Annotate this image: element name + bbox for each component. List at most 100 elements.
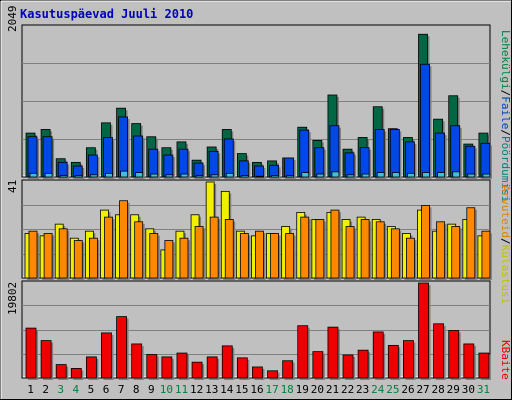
bar-files-day-6 [103,137,113,178]
bar-visitors-day-5 [88,237,98,279]
bar-hits-day-29 [452,171,461,178]
bar-hits-day-13-shadow [213,176,221,179]
bar-hits-day-31 [482,173,491,178]
bar-hits-day-15-shadow [243,177,251,179]
bar-bytes-day-30 [463,343,475,379]
bar-visitors-day-13 [209,216,219,279]
bar-hits-day-18 [286,175,295,178]
bottom-legend: KBaite [499,340,512,380]
bar-bytes-day-24 [372,331,384,379]
x-tick-label-9: 9 [148,383,155,396]
bar-bytes-day-14 [221,345,233,379]
bar-visitors-day-27 [421,205,430,279]
bar-visitors-day-16 [255,230,264,279]
bar-files-day-31 [480,142,491,178]
bar-files-day-3 [57,161,68,178]
bar-hits-day-22-shadow [349,176,357,179]
x-tick-label-29: 29 [447,383,460,396]
bar-hits-day-8 [135,172,144,178]
bar-hits-day-26 [407,172,415,178]
bar-bytes-day-1 [25,327,37,379]
bar-visitors-day-4 [73,240,83,279]
bar-hits-day-16 [256,175,264,178]
bar-bytes-day-10 [161,356,173,379]
bar-hits-day-5 [89,174,98,178]
bar-bytes-day-9 [146,354,158,379]
bar-hits-day-9-shadow [152,176,160,179]
bar-hits-day-24 [376,172,385,178]
x-tick-label-31: 31 [477,383,490,396]
bar-visitors-day-6 [104,216,113,279]
bar-bytes-day-4 [70,368,82,379]
bar-files-day-19 [299,129,310,178]
bar-files-day-9 [148,148,159,178]
bar-bytes-day-3 [55,364,67,379]
bar-hits-day-4 [74,175,83,178]
bar-bytes-day-6 [101,332,112,379]
bar-bytes-day-5 [85,356,97,379]
x-tick-label-1: 1 [27,383,34,396]
bar-hits-day-21 [331,171,340,178]
x-tick-label-20: 20 [311,383,324,396]
bar-hits-day-19 [301,172,310,178]
bar-visitors-day-21 [330,209,340,279]
bar-bytes-day-21 [327,326,339,379]
x-tick-label-23: 23 [356,383,369,396]
bar-hits-day-4-shadow [77,177,85,179]
x-tick-label-5: 5 [88,383,95,396]
bar-hits-day-3-shadow [62,177,70,179]
bar-hits-day-18-shadow [288,177,296,179]
x-tick-label-4: 4 [73,383,80,396]
bar-files-day-1 [27,136,38,178]
bar-visitors-day-29 [451,226,461,279]
bar-files-day-18 [284,157,295,178]
bar-bytes-day-22 [342,354,354,379]
bar-bytes-day-26 [403,340,414,379]
bar-visitors-day-11 [179,237,189,279]
x-tick-label-16: 16 [250,383,263,396]
bar-files-day-13 [208,150,219,178]
bar-visitors-day-12 [194,226,204,279]
bar-hits-day-16-shadow [258,178,266,179]
x-tick-label-10: 10 [160,383,173,396]
bar-bytes-day-23 [357,349,369,379]
bar-files-day-2 [42,136,53,178]
bar-visitors-day-1 [28,230,38,279]
x-tick-label-18: 18 [281,383,294,396]
bar-visitors-day-9 [149,233,159,279]
bar-bytes-day-20 [312,351,324,379]
bar-files-day-5 [87,154,98,178]
middle-legend: Arvuteid/Külastusi [499,185,512,304]
bar-hits-day-22 [346,174,355,178]
bar-visitors-day-17 [270,233,279,279]
top-legend: Lehekülgi/Faile/Pöördumisi [499,30,512,202]
bar-bytes-day-13 [206,356,218,379]
top-max-label: 2049 [6,6,19,33]
bar-files-day-15 [238,160,249,178]
bar-hits-day-20-shadow [318,176,326,179]
bar-bytes-day-25 [387,344,399,379]
bar-files-day-23 [359,147,370,178]
bar-visitors-day-3 [58,228,68,279]
x-axis-labels: 1 2 3 4 5 6 7 8 9 10 11 12 13 14 15 16 17 18 19 20 21 22 23 24 2… [27,383,490,396]
bar-visitors-day-20 [315,219,325,279]
bar-files-day-11 [178,148,189,178]
bar-hits-day-31-shadow [484,176,492,179]
x-tick-label-25: 25 [386,383,399,396]
bar-files-day-22 [344,152,355,178]
x-tick-label-6: 6 [103,383,110,396]
bar-files-day-20 [314,147,325,178]
middle-max-label: 41 [6,180,19,193]
x-tick-label-30: 30 [462,383,475,396]
bar-hits-day-3 [59,175,68,178]
legend-poordumisi: Pöördumisi [499,136,512,202]
bar-visitors-day-10 [164,240,174,279]
bar-visitors-day-14 [224,219,234,279]
bar-bytes-day-28 [433,323,445,379]
x-tick-label-24: 24 [371,383,385,396]
legend-arvuteid: Arvuteid [499,185,512,238]
bar-files-day-21 [329,125,340,178]
bar-bytes-day-17 [267,370,278,379]
x-tick-label-27: 27 [416,383,429,396]
